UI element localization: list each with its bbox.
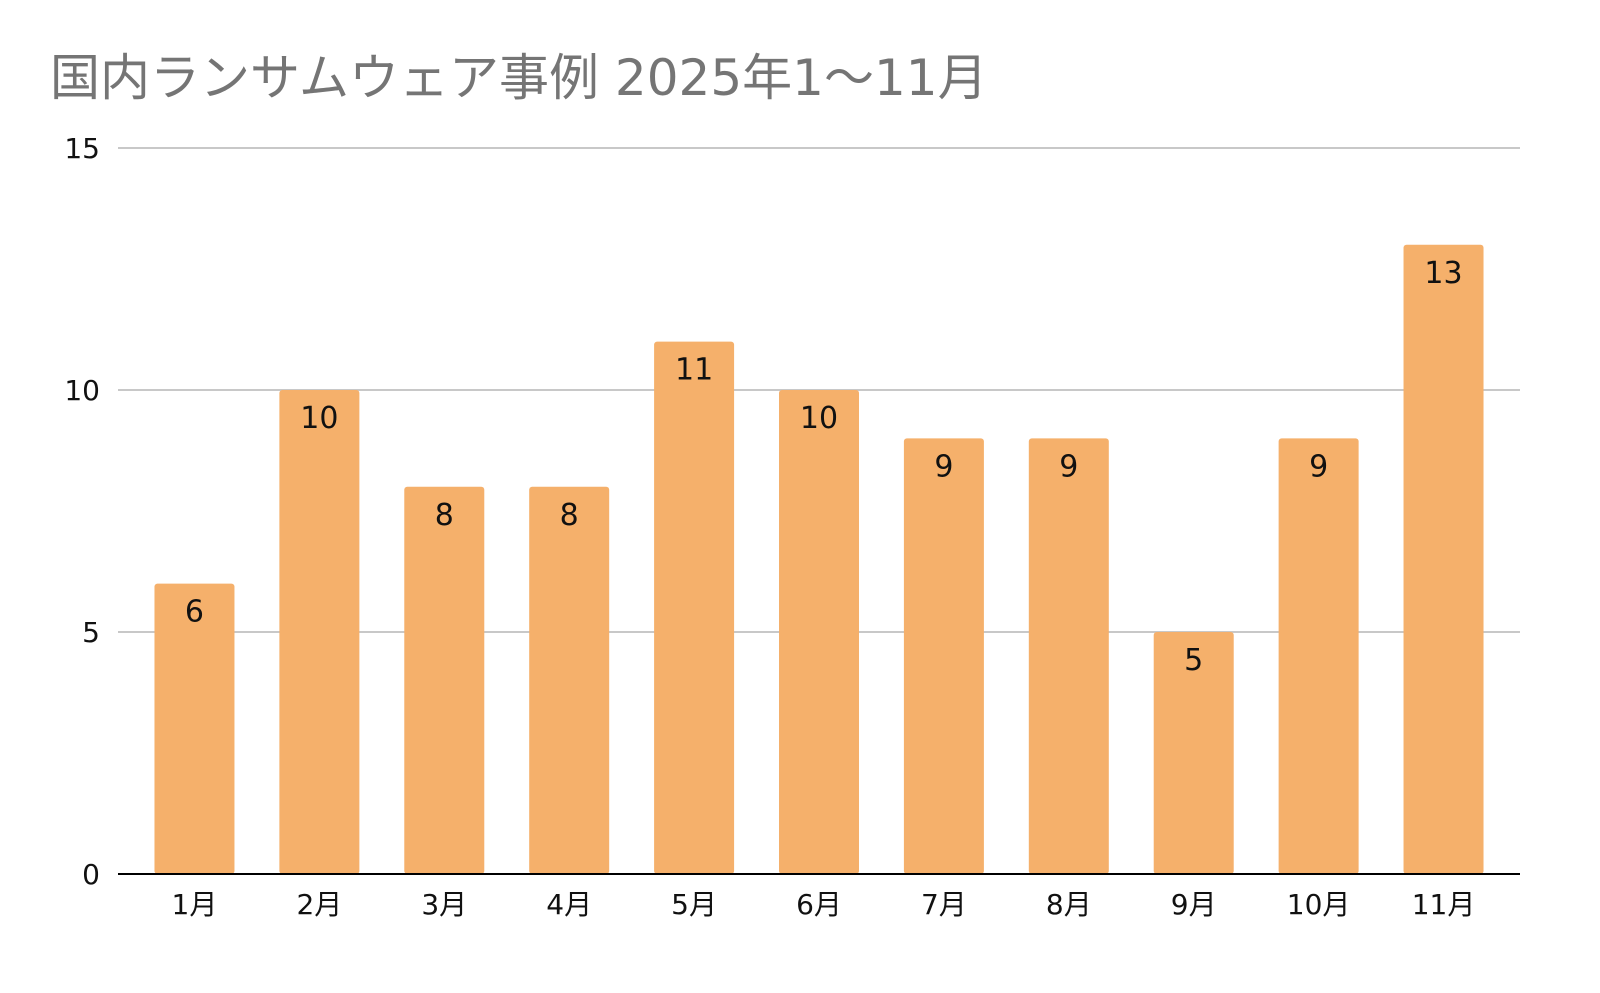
bar[interactable] (1278, 438, 1359, 874)
x-tick-label: 4月 (546, 888, 592, 921)
y-tick-label: 5 (82, 616, 100, 649)
bar[interactable] (1403, 244, 1484, 875)
x-tick-label: 11月 (1412, 888, 1476, 921)
bar[interactable] (779, 390, 859, 874)
x-tick-label: 2月 (296, 888, 342, 921)
x-tick-label: 6月 (796, 888, 842, 921)
data-label: 9 (1059, 449, 1078, 484)
data-label: 13 (1424, 256, 1462, 291)
y-axis-ticks: 0 5 10 15 (64, 132, 100, 891)
data-labels: 6 10 8 8 11 10 9 9 5 9 13 (185, 256, 1463, 678)
bar[interactable] (1153, 632, 1234, 874)
x-tick-label: 7月 (921, 888, 967, 921)
data-label: 9 (934, 449, 953, 484)
y-tick-label: 0 (82, 858, 100, 891)
bar[interactable] (1028, 438, 1109, 874)
x-tick-label: 5月 (671, 888, 717, 921)
x-axis-ticks: 1月 2月 3月 4月 5月 6月 7月 8月 9月 10月 11月 (172, 888, 1476, 921)
data-label: 8 (435, 498, 454, 533)
x-tick-label: 3月 (421, 888, 467, 921)
y-tick-label: 15 (64, 132, 100, 165)
x-tick-label: 1月 (172, 888, 218, 921)
y-tick-label: 10 (64, 374, 100, 407)
data-label: 10 (800, 401, 838, 436)
bar[interactable] (404, 486, 485, 874)
bar[interactable] (279, 390, 360, 874)
bar[interactable] (903, 438, 984, 874)
chart-title: 国内ランサムウェア事例 2025年1〜11月 (50, 49, 988, 107)
data-label: 9 (1309, 449, 1328, 484)
data-label: 6 (185, 595, 204, 630)
bar[interactable] (529, 486, 610, 874)
bar[interactable] (654, 341, 735, 875)
bars (154, 244, 1484, 875)
x-tick-label: 10月 (1287, 888, 1351, 921)
data-label: 10 (300, 401, 338, 436)
x-tick-label: 8月 (1046, 888, 1092, 921)
x-tick-label: 9月 (1171, 888, 1217, 921)
data-label: 5 (1184, 643, 1203, 678)
data-label: 11 (675, 353, 713, 388)
data-label: 8 (560, 498, 579, 533)
bar[interactable] (154, 583, 235, 874)
